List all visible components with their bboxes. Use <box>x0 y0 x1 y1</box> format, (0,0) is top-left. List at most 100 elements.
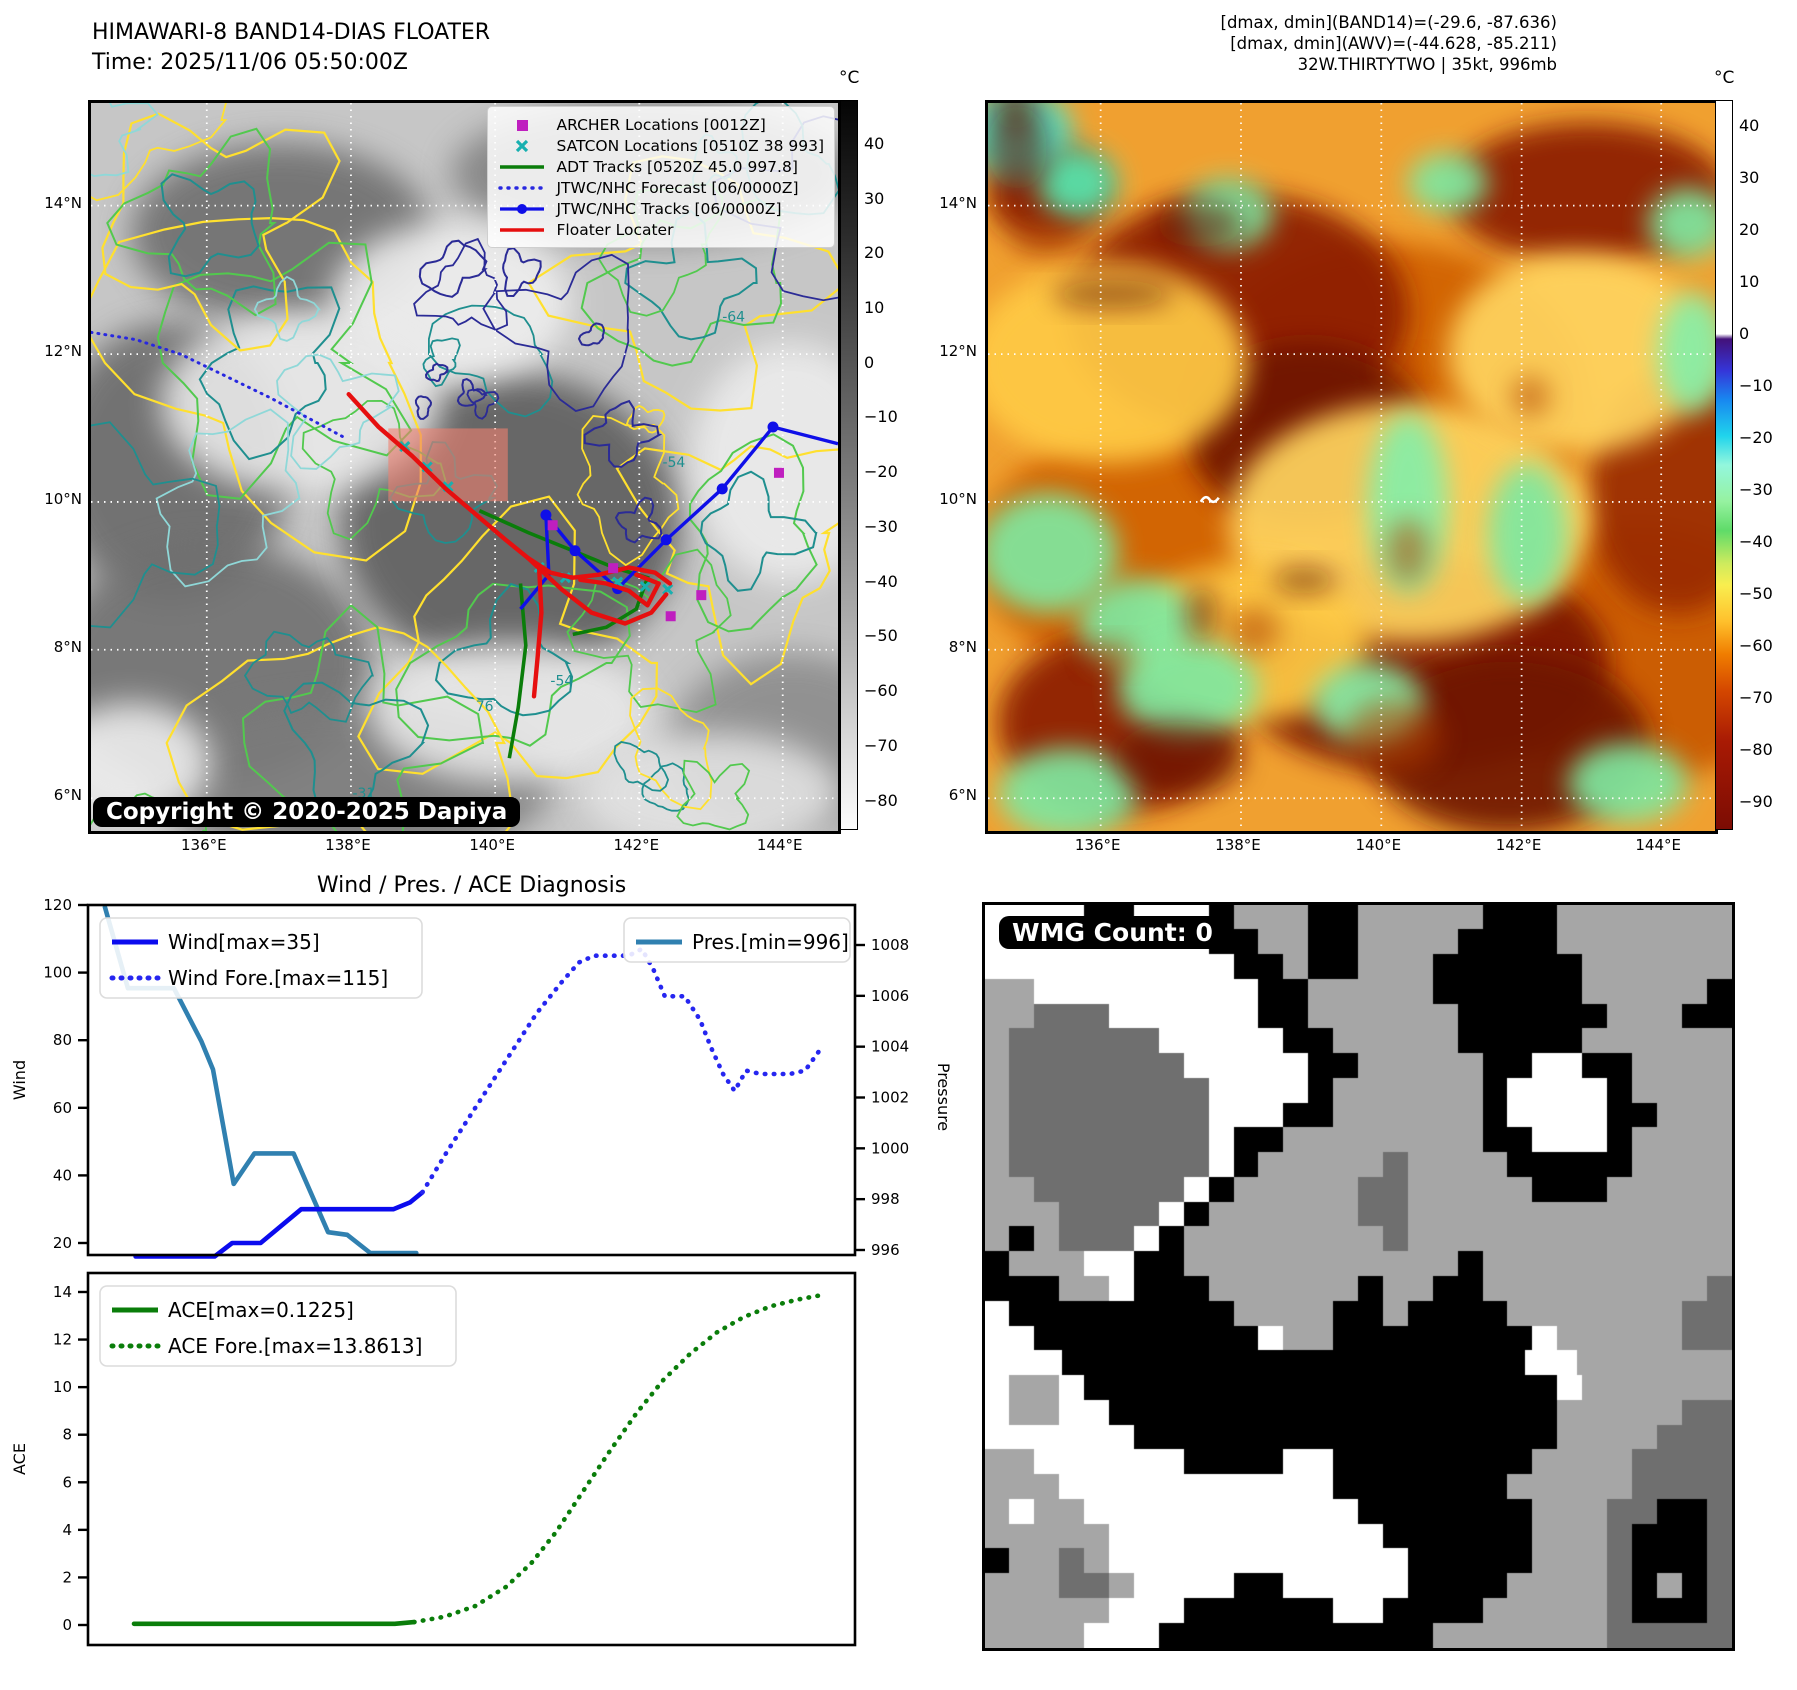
pressure-tick-label: 1000 <box>871 1139 909 1157</box>
colorbar-tick-label: −10 <box>864 407 898 427</box>
ace-tick-label: 0 <box>62 1616 72 1634</box>
colorbar-tick-label: −20 <box>864 462 898 482</box>
legend-label: ARCHER Locations [0012Z] <box>556 115 766 134</box>
x-tick-label: 140°E <box>1355 836 1402 854</box>
colorbar-tick-label: 20 <box>864 243 885 263</box>
left-colorbar <box>840 100 858 830</box>
y-tick-label: 6°N <box>53 786 82 805</box>
series-ace-fore-max- <box>411 1292 823 1625</box>
colorbar-tick-label: −30 <box>864 516 898 536</box>
wind-tick-label: 20 <box>53 1234 72 1252</box>
colorbar-tick-label: −60 <box>864 681 898 701</box>
legend-marker-line-icon <box>496 223 548 237</box>
colorbar-tick-label: −80 <box>864 790 898 810</box>
contour-label: -64 <box>722 309 745 325</box>
wmg-grid <box>985 905 1732 1648</box>
colorbar-tick-label: 40 <box>864 133 885 153</box>
y-tick-label: 12°N <box>44 342 82 361</box>
wind-axis-title: Wind <box>10 1060 29 1100</box>
right-colorbar <box>1715 100 1733 830</box>
legend-item: JTWC/NHC Tracks [06/0000Z] <box>496 198 824 219</box>
left-map-title: HIMAWARI-8 BAND14-DIAS FLOATER <box>92 20 491 45</box>
colorbar-tick-label: −60 <box>1739 636 1773 655</box>
copyright-badge: Copyright © 2020-2025 Dapiya <box>93 797 521 827</box>
wind-tick-label: 40 <box>53 1166 72 1184</box>
wmg-panel <box>982 902 1735 1651</box>
x-tick-label: 142°E <box>613 836 660 854</box>
right-satellite-map-panel <box>963 85 1797 838</box>
ace-tick-label: 10 <box>53 1378 72 1396</box>
series-wind-fore-max- <box>420 946 825 1195</box>
contour-label: 76 <box>476 699 494 715</box>
colorbar-tick-label: 10 <box>864 298 885 317</box>
x-tick-label: 142°E <box>1495 836 1542 854</box>
chart-legend-label: Wind Fore.[max=115] <box>168 966 388 990</box>
y-tick-label: 6°N <box>948 786 977 805</box>
legend-item: ADT Tracks [0520Z 45.0 997.8] <box>496 156 824 177</box>
colorbar-tick-label: −70 <box>1739 688 1773 707</box>
wind-tick-label: 100 <box>43 964 72 982</box>
ace-tick-label: 2 <box>62 1568 72 1586</box>
y-tick-label: 14°N <box>44 193 82 212</box>
y-tick-label: 12°N <box>939 342 977 361</box>
wind-tick-label: 120 <box>43 896 72 914</box>
left-colorbar-unit: °C <box>839 68 860 88</box>
pressure-tick-label: 1006 <box>871 987 909 1005</box>
legend-label: SATCON Locations [0510Z 38 993] <box>556 136 824 155</box>
header-dmax-awv: [dmax, dmin](AWV)=(-44.628, -85.211) <box>1230 34 1557 53</box>
colorbar-tick-label: −80 <box>1739 740 1773 759</box>
series-wind-max- <box>133 1189 425 1259</box>
pressure-tick-label: 998 <box>871 1190 900 1208</box>
ace-tick-label: 6 <box>62 1473 72 1491</box>
wmg-count-badge: WMG Count: 0 <box>999 916 1226 949</box>
x-tick-label: 144°E <box>756 836 803 854</box>
colorbar-tick-label: −10 <box>1739 376 1773 395</box>
colorbar-tick-label: −70 <box>864 735 898 755</box>
wind-tick-label: 80 <box>53 1031 72 1049</box>
colorbar-tick-label: −30 <box>1739 480 1773 499</box>
colorbar-tick-label: 30 <box>1739 168 1760 187</box>
x-tick-label: 138°E <box>1215 836 1261 854</box>
colorbar-tick-label: 20 <box>1739 220 1760 239</box>
ace-axis-title: ACE <box>10 1443 29 1475</box>
legend-marker-x-icon <box>496 139 548 153</box>
x-tick-label: 136°E <box>180 836 227 854</box>
colorbar-tick-label: −90 <box>1739 792 1773 811</box>
wind-pres-ace-charts: Wind / Pres. / ACE Diagnosis120100806040… <box>10 873 953 1647</box>
pressure-axis-title: Pressure <box>934 1063 953 1131</box>
colorbar-tick-label: −20 <box>1739 428 1773 447</box>
chart-legend-label: ACE[max=0.1225] <box>168 1298 354 1322</box>
colorbar-tick-label: 30 <box>864 188 885 208</box>
ace-tick-label: 12 <box>53 1331 72 1349</box>
y-tick-label: 10°N <box>44 489 82 508</box>
chart-legend-label: Pres.[min=996] <box>692 930 849 954</box>
colorbar-tick-label: 0 <box>864 352 875 372</box>
colorbar-tick-label: 40 <box>1739 116 1760 135</box>
charts-title: Wind / Pres. / ACE Diagnosis <box>317 873 626 898</box>
y-tick-label: 8°N <box>53 637 82 656</box>
ace-tick-label: 4 <box>62 1521 72 1539</box>
y-tick-label: 10°N <box>939 489 977 508</box>
chart-legend-label: Wind[max=35] <box>168 930 320 954</box>
colorbar-tick-label: −40 <box>1739 532 1773 551</box>
legend-label: JTWC/NHC Forecast [06/0000Z] <box>556 178 799 197</box>
legend-label: JTWC/NHC Tracks [06/0000Z] <box>556 199 782 218</box>
legend-marker-line-icon <box>496 160 548 174</box>
y-tick-label: 8°N <box>948 637 977 656</box>
series-ace-max- <box>131 1619 417 1627</box>
legend-label: ADT Tracks [0520Z 45.0 997.8] <box>556 157 798 176</box>
pressure-tick-label: 1004 <box>871 1038 909 1056</box>
y-tick-label: 14°N <box>939 193 977 212</box>
x-tick-label: 138°E <box>325 836 371 854</box>
legend-item: SATCON Locations [0510Z 38 993] <box>496 135 824 156</box>
colorbar-tick-label: 0 <box>1739 324 1750 343</box>
pressure-tick-label: 996 <box>871 1241 900 1259</box>
storm-center-marker <box>1199 495 1220 504</box>
colorbar-tick-label: −50 <box>1739 584 1773 603</box>
right-satellite-map <box>963 85 1797 838</box>
pressure-tick-label: 1002 <box>871 1089 909 1107</box>
wind-tick-label: 60 <box>53 1099 72 1117</box>
pressure-tick-label: 1008 <box>871 936 909 954</box>
ace-tick-label: 14 <box>53 1283 72 1301</box>
colorbar-tick-label: −50 <box>864 626 898 646</box>
